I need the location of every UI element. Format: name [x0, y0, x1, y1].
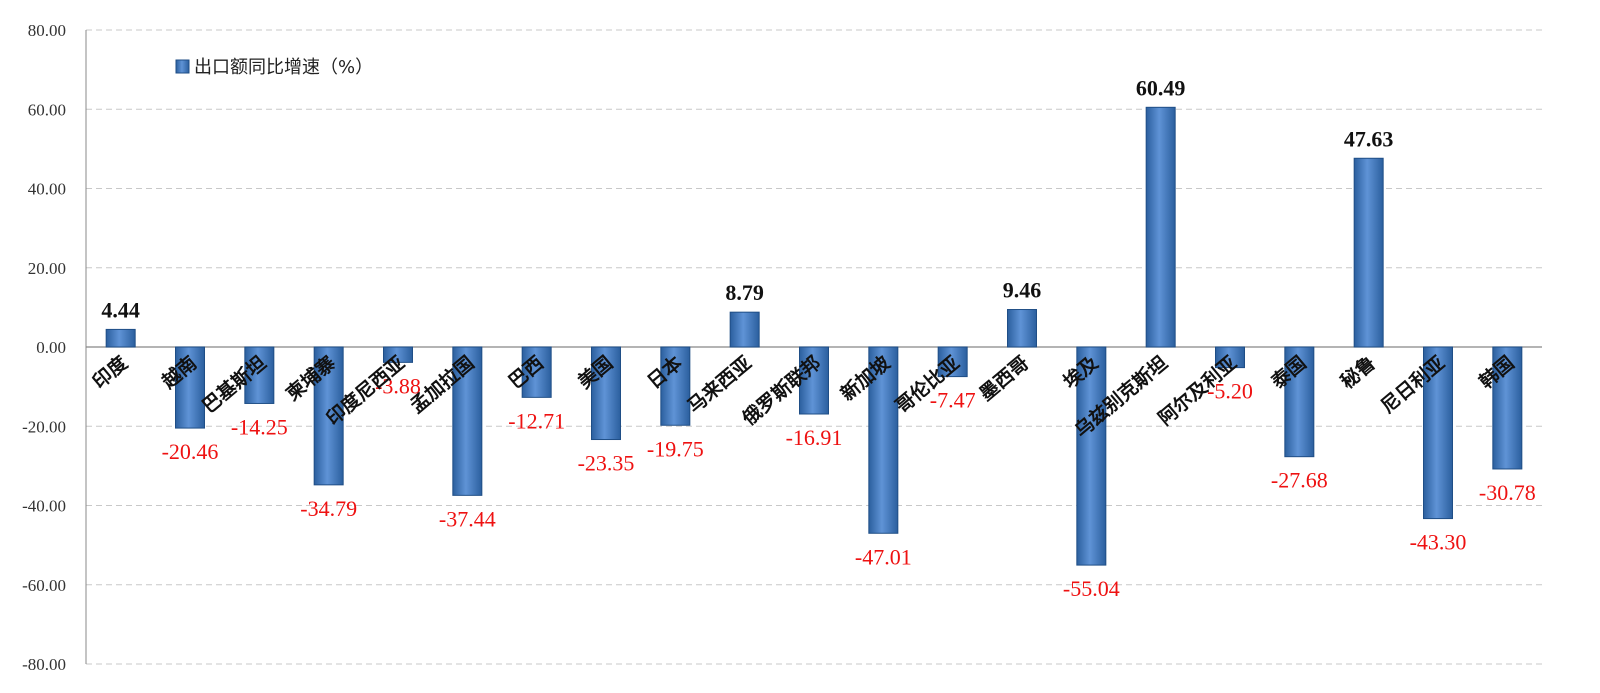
data-label: 60.49: [1136, 75, 1186, 100]
data-label: -5.20: [1207, 379, 1253, 404]
bar: [1353, 157, 1384, 348]
data-label: -23.35: [578, 451, 635, 476]
bar: [244, 346, 275, 404]
y-tick-label: -80.00: [22, 655, 66, 674]
data-label: 4.44: [101, 297, 140, 322]
data-label: 47.63: [1344, 126, 1394, 151]
data-label: 8.79: [725, 280, 764, 305]
legend-series-name: 出口额同比增速（%）: [194, 57, 373, 78]
bar: [521, 346, 552, 398]
data-label: -47.01: [855, 544, 912, 569]
y-tick-label: -40.00: [22, 497, 66, 516]
bar: [937, 346, 968, 378]
bar: [105, 328, 136, 348]
bar: [452, 346, 483, 496]
data-label: -55.04: [1063, 576, 1120, 601]
data-label: -34.79: [300, 496, 357, 521]
y-tick-label: 0.00: [36, 338, 66, 357]
data-label: -37.44: [439, 506, 496, 531]
bar: [1284, 346, 1315, 458]
bar: [1076, 346, 1107, 566]
data-label: -20.46: [162, 439, 219, 464]
y-tick-label: 40.00: [28, 180, 66, 199]
bar: [660, 346, 691, 426]
bar: [1007, 309, 1037, 348]
y-tick-label: -20.00: [22, 417, 66, 436]
legend: 出口额同比增速（%）: [175, 57, 373, 78]
data-label: -43.30: [1410, 530, 1467, 555]
bar: [729, 311, 760, 348]
bar: [175, 346, 205, 429]
bar: [1492, 346, 1523, 470]
bar: [868, 346, 899, 534]
bar: [1145, 106, 1176, 348]
y-tick-label: 60.00: [28, 100, 66, 119]
bar: [591, 346, 621, 441]
data-label: -3.88: [375, 373, 421, 398]
y-tick-label: 80.00: [28, 21, 66, 40]
category-label: 墨西哥: [975, 352, 1033, 406]
y-tick-label: 20.00: [28, 259, 66, 278]
bar: [1215, 346, 1245, 369]
bar: [799, 346, 829, 415]
data-label: -14.25: [231, 414, 288, 439]
data-label: -19.75: [647, 436, 704, 461]
data-label: -27.68: [1271, 468, 1328, 493]
bar: [1423, 346, 1453, 520]
bar: [313, 346, 344, 486]
data-label: -16.91: [786, 425, 843, 450]
data-label: -12.71: [508, 408, 565, 433]
data-labels: 4.44-20.46-14.25-34.79-3.88-37.44-12.71-…: [101, 75, 1535, 601]
data-label: -7.47: [930, 388, 976, 413]
bars: [105, 106, 1523, 566]
category-label: 印度: [88, 351, 133, 394]
bar: [383, 346, 413, 363]
category-label: 秘鲁: [1336, 351, 1380, 393]
data-label: -30.78: [1479, 480, 1536, 505]
y-tick-label: -60.00: [22, 576, 66, 595]
data-label: 9.46: [1003, 278, 1042, 303]
y-axis-tick-labels: 80.00 60.00 40.00 20.00 0.00 -20.00 -40.00 -60.…: [22, 21, 66, 674]
legend-swatch: [175, 59, 190, 74]
